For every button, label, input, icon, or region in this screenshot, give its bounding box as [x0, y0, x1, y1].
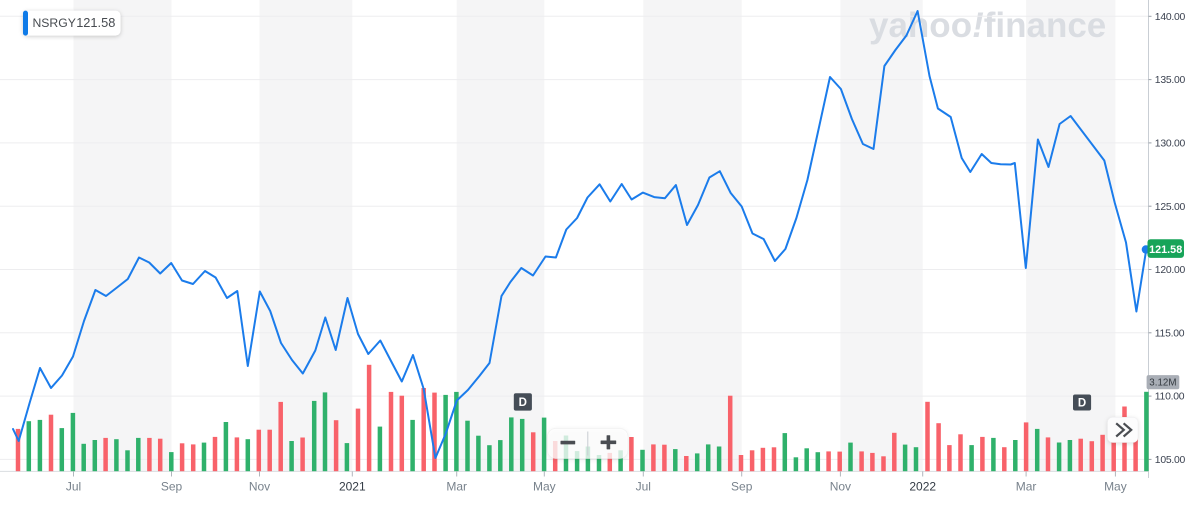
svg-text:Sep: Sep	[731, 480, 753, 494]
svg-text:Jul: Jul	[636, 480, 651, 494]
svg-text:Jul: Jul	[66, 480, 81, 494]
svg-text:2022: 2022	[909, 480, 936, 494]
svg-text:121.58: 121.58	[76, 15, 115, 30]
svg-text:105.00: 105.00	[1155, 455, 1186, 466]
svg-text:2021: 2021	[339, 480, 366, 494]
svg-text:D: D	[1078, 398, 1086, 410]
svg-text:135.00: 135.00	[1155, 75, 1186, 86]
svg-text:Nov: Nov	[830, 480, 851, 494]
svg-text:D: D	[519, 397, 527, 409]
svg-text:yahoo!finance: yahoo!finance	[869, 6, 1106, 45]
svg-text:115.00: 115.00	[1155, 328, 1185, 339]
svg-text:May: May	[533, 480, 556, 494]
svg-text:Nov: Nov	[249, 480, 270, 494]
svg-text:140.00: 140.00	[1155, 12, 1186, 23]
svg-text:125.00: 125.00	[1155, 202, 1186, 213]
svg-text:130.00: 130.00	[1155, 139, 1186, 150]
svg-text:NSRGY: NSRGY	[33, 16, 76, 30]
svg-text:Mar: Mar	[446, 480, 467, 494]
svg-text:Sep: Sep	[161, 480, 183, 494]
svg-text:121.58: 121.58	[1149, 244, 1182, 256]
svg-text:120.00: 120.00	[1155, 265, 1186, 276]
svg-text:3.12M: 3.12M	[1149, 377, 1176, 388]
svg-text:110.00: 110.00	[1155, 392, 1185, 403]
svg-text:Mar: Mar	[1016, 480, 1037, 494]
svg-text:May: May	[1104, 480, 1127, 494]
